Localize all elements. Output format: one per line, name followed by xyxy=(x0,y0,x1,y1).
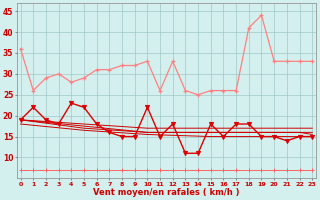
X-axis label: Vent moyen/en rafales ( km/h ): Vent moyen/en rafales ( km/h ) xyxy=(93,188,240,197)
